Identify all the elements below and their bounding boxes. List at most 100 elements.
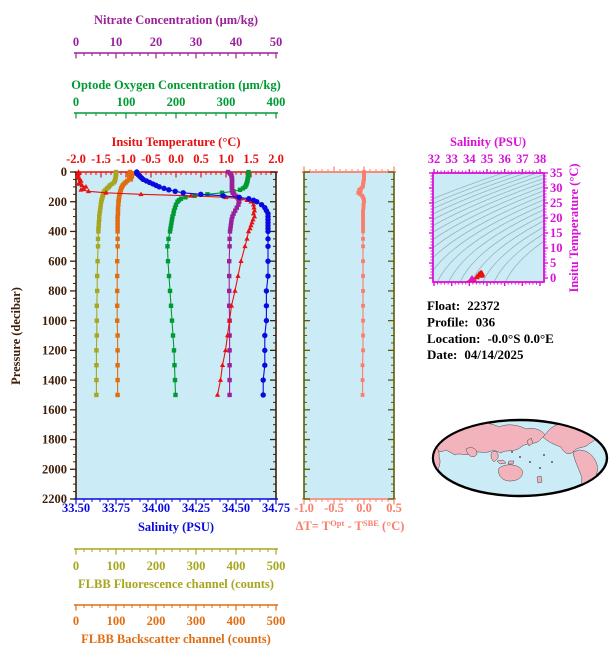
pressure-tick-label: 1000 bbox=[42, 314, 67, 328]
ts-temperature-tick-label: 20 bbox=[550, 211, 563, 225]
fluorescence-axis: FLBB Fluorescence channel (counts) 0 100 2… bbox=[73, 548, 286, 591]
tick-label: 0.0 bbox=[168, 152, 184, 166]
tick-label: 0.5 bbox=[193, 152, 209, 166]
salinity-axis-title: Salinity (PSU) bbox=[138, 520, 214, 534]
pressure-tick-label: 0 bbox=[61, 165, 67, 179]
tick-label: 30 bbox=[190, 35, 203, 49]
fluorescence-axis-title: FLBB Fluorescence channel (counts) bbox=[78, 577, 274, 591]
ts-temperature-tick-label: 25 bbox=[550, 196, 563, 210]
tick-label: 1.0 bbox=[218, 152, 234, 166]
pressure-axis-title: Pressure (decibar) bbox=[9, 287, 23, 385]
nitrate-axis-title: Nitrate Concentration (μm/kg) bbox=[94, 13, 258, 27]
series-delta-t bbox=[356, 170, 366, 397]
ts-temperature-tick-label: 15 bbox=[550, 226, 563, 240]
pressure-axis: Pressure (decibar) 0 200 400 600 800 1000 1200… bbox=[9, 165, 277, 506]
ts-diagram: Salinity (PSU) Insitu Temperature (°C) 3… bbox=[428, 135, 581, 293]
delta-t-panel: ΔT= TOpt - TSBE (°C) -1.0 -0.5 0.0 0.5 bbox=[294, 166, 404, 533]
pressure-tick-label: 600 bbox=[48, 254, 67, 268]
isopycnal-contours bbox=[433, 173, 544, 282]
tick-label: 400 bbox=[227, 614, 246, 628]
delta-panel-background bbox=[304, 172, 394, 499]
panel-backgrounds bbox=[76, 172, 544, 499]
ts-temperature-tick-label: 10 bbox=[550, 241, 563, 255]
tick-label: -1.5 bbox=[91, 152, 111, 166]
tick-label: 300 bbox=[217, 95, 236, 109]
tick-label: 100 bbox=[117, 95, 136, 109]
pressure-tick-label: 1400 bbox=[42, 373, 67, 387]
series-fluorescence bbox=[94, 169, 119, 398]
tick-label: 40 bbox=[230, 35, 243, 49]
tick-label: 33.50 bbox=[62, 501, 90, 515]
tick-label: 10 bbox=[110, 35, 123, 49]
pressure-tick-label: 1200 bbox=[42, 344, 67, 358]
pressure-tick-label: 800 bbox=[48, 284, 67, 298]
tick-label: -0.5 bbox=[324, 501, 344, 515]
series-temperature bbox=[74, 169, 258, 397]
tick-label: -1.0 bbox=[116, 152, 136, 166]
series-oxygen bbox=[165, 169, 251, 398]
ts-salinity-tick-label: 35 bbox=[481, 152, 494, 166]
ts-temperature-tick-label: 0 bbox=[550, 271, 556, 285]
ts-temperature-tick-label: 5 bbox=[550, 256, 556, 270]
tick-label: 0.0 bbox=[356, 501, 372, 515]
main-plot-background bbox=[76, 172, 276, 499]
pressure-tick-label: 2000 bbox=[42, 462, 67, 476]
tick-label: 33.75 bbox=[102, 501, 130, 515]
ts-profile-points bbox=[466, 270, 485, 282]
ts-background bbox=[433, 173, 544, 282]
tick-label: 200 bbox=[147, 559, 166, 573]
salinity-axis: Salinity (PSU) 33.50 33.75 34.00 34.25 34.50… bbox=[62, 498, 290, 534]
ts-salinity-tick-label: 37 bbox=[516, 152, 529, 166]
tick-label: 300 bbox=[187, 614, 206, 628]
info-line-profile: Profile: 036 bbox=[427, 314, 496, 329]
ts-temperature-tick-label: 30 bbox=[550, 181, 563, 195]
info-line-float: Float: 22372 bbox=[427, 298, 500, 313]
tick-label: -1.0 bbox=[294, 501, 314, 515]
temperature-axis-title: Insitu Temperature (°C) bbox=[111, 135, 240, 149]
ts-temperature-axis-title: Insitu Temperature (°C) bbox=[567, 163, 581, 292]
tick-label: 100 bbox=[107, 614, 126, 628]
pressure-tick-label: 400 bbox=[48, 225, 67, 239]
ts-salinity-tick-label: 34 bbox=[463, 152, 476, 166]
tick-label: 2.0 bbox=[268, 152, 284, 166]
tick-label: 0 bbox=[73, 95, 79, 109]
info-line-date: Date: 04/14/2025 bbox=[427, 347, 524, 362]
tick-label: 500 bbox=[267, 614, 286, 628]
tick-label: 200 bbox=[147, 614, 166, 628]
backscatter-axis-title: FLBB Backscatter channel (counts) bbox=[81, 632, 271, 646]
pressure-tick-label: 2200 bbox=[42, 492, 67, 506]
oxygen-axis: Optode Oxygen Concentration (μm/kg) 0 100… bbox=[71, 78, 285, 119]
tick-label: 500 bbox=[267, 559, 286, 573]
tick-label: 200 bbox=[167, 95, 186, 109]
tick-label: 34.75 bbox=[262, 501, 290, 515]
tick-label: 400 bbox=[227, 559, 246, 573]
info-line-location: Location: -0.0°S 0.0°E bbox=[427, 331, 554, 346]
tick-label: 100 bbox=[107, 559, 126, 573]
tick-label: 20 bbox=[150, 35, 163, 49]
pressure-tick-label: 1800 bbox=[42, 433, 67, 447]
oxygen-axis-title: Optode Oxygen Concentration (μm/kg) bbox=[71, 78, 281, 92]
series-salinity bbox=[134, 169, 271, 398]
ts-latest-marker bbox=[467, 275, 477, 282]
ts-salinity-tick-label: 38 bbox=[534, 152, 547, 166]
pressure-tick-label: 200 bbox=[48, 195, 67, 209]
world-map bbox=[431, 418, 609, 498]
tick-label: 0 bbox=[73, 35, 79, 49]
tick-label: 1.5 bbox=[243, 152, 259, 166]
main-profile-plot bbox=[74, 169, 271, 398]
temperature-axis: Insitu Temperature (°C) -2.0 -1.5 -1.0 -0.5… bbox=[66, 135, 284, 178]
series-nitrate bbox=[225, 169, 242, 398]
tick-label: 34.25 bbox=[182, 501, 210, 515]
nitrate-axis: Nitrate Concentration (μm/kg) 0 10 20 30 40 5… bbox=[73, 13, 282, 59]
ts-salinity-axis-title: Salinity (PSU) bbox=[450, 135, 526, 149]
ts-temperature-tick-label: 35 bbox=[550, 166, 563, 180]
tick-label: 0 bbox=[73, 559, 79, 573]
pressure-tick-label: 1600 bbox=[42, 403, 67, 417]
backscatter-axis: FLBB Backscatter channel (counts) 0 100 20… bbox=[73, 604, 286, 646]
ts-salinity-tick-label: 32 bbox=[428, 152, 441, 166]
tick-label: 0 bbox=[73, 614, 79, 628]
ts-salinity-tick-label: 33 bbox=[445, 152, 458, 166]
